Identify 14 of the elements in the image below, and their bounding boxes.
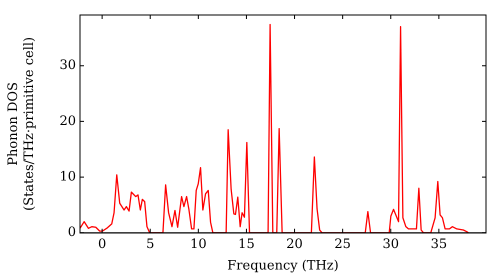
y-axis-title: Phonon DOS (States/THz·primitive cell) [6,36,37,211]
x-tick-label: 25 [334,236,351,252]
x-tick-label: 20 [286,236,303,252]
y-tick-label: 30 [59,58,76,74]
x-tick-label: 10 [190,236,207,252]
x-axis-title: Frequency (THz) [227,258,339,274]
x-tick-label: 30 [382,236,400,252]
y-tick-label: 10 [59,169,76,184]
x-tick-label: 15 [238,236,255,252]
x-tick-label: 5 [146,236,154,252]
x-tick-label: 35 [430,236,448,252]
x-tick-label: 0 [98,236,106,252]
y-tick-label: 20 [59,114,76,129]
y-tick-label: 0 [68,225,76,240]
